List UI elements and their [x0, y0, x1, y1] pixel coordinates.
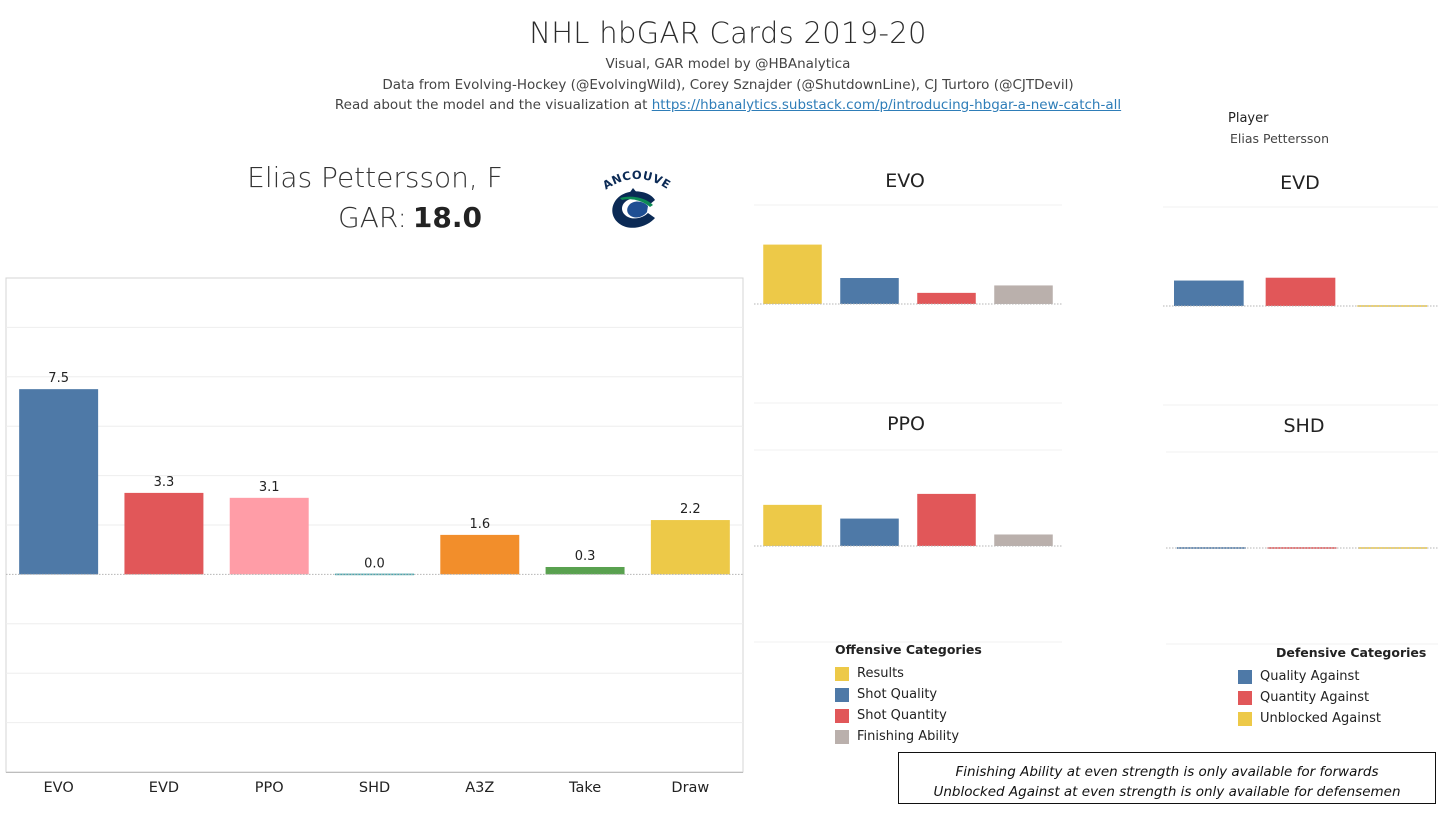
legend-item-quantity-against[interactable]: Quantity Against: [1238, 687, 1426, 708]
legend-label: Shot Quantity: [857, 708, 947, 723]
legend-label: Unblocked Against: [1260, 711, 1381, 726]
data-label-take: 0.3: [575, 549, 596, 564]
data-label-a3z: 1.6: [469, 517, 490, 532]
article-link[interactable]: https://hbanalytics.substack.com/p/intro…: [651, 97, 1122, 113]
team-logo: VANCOUVER: [598, 162, 673, 228]
evo-bar-shot-quality[interactable]: [840, 278, 899, 304]
gar-total: GAR: 18.0: [200, 201, 620, 234]
ppo-breakdown-chart: PPO: [754, 413, 1062, 643]
legend-label: Quality Against: [1260, 669, 1360, 684]
ppo-bar-shot-quality[interactable]: [840, 518, 899, 546]
legend-swatch: [1238, 669, 1252, 684]
availability-note: Finishing Ability at even strength is on…: [898, 752, 1436, 804]
legend-swatch: [835, 687, 849, 702]
evd-bar-quality-against[interactable]: [1174, 280, 1244, 306]
gar-value: 18.0: [412, 201, 482, 234]
data-label-draw: 2.2: [680, 502, 701, 517]
x-tick-label-take: Take: [568, 780, 601, 796]
evd-breakdown-chart: EVD: [1163, 172, 1438, 406]
dashboard-title: NHL hbGAR Cards 2019-20: [529, 16, 927, 50]
bar-take[interactable]: [545, 566, 625, 575]
data-label-evo: 7.5: [48, 371, 69, 386]
x-tick-label-evo: EVO: [44, 780, 74, 796]
gar-components-chart: 7.5 EVO 3.3 EVD 3.1 PPO 0.0 SHD 1.6 A3Z 0.3 Take 2.2…: [5, 277, 744, 796]
ppo-bar-finishing-ability[interactable]: [994, 534, 1053, 546]
legend-swatch: [1238, 690, 1252, 705]
x-tick-label-ppo: PPO: [255, 780, 284, 796]
defensive-categories-legend: Defensive Categories Quality Against Qua…: [1238, 645, 1426, 729]
offensive-categories-legend: Offensive Categories Results Shot Qualit…: [835, 642, 982, 747]
subtitle-credits: Visual, GAR model by @HBAnalytica: [605, 56, 851, 72]
legend-item-finishing-ability[interactable]: Finishing Ability: [835, 726, 982, 747]
x-tick-label-shd: SHD: [359, 780, 390, 796]
legend-swatch: [835, 708, 849, 723]
shd-breakdown-chart: SHD: [1166, 415, 1438, 645]
subtitle-data-sources: Data from Evolving-Hockey (@EvolvingWild…: [382, 77, 1074, 93]
legend-swatch: [1238, 711, 1252, 726]
data-label-ppo: 3.1: [259, 480, 280, 495]
defensive-legend-title: Defensive Categories: [1276, 645, 1427, 660]
evo-breakdown-chart: EVO: [754, 170, 1062, 404]
player-name: Elias Pettersson, F: [247, 161, 503, 194]
legend-label: Results: [857, 666, 904, 681]
legend-item-results[interactable]: Results: [835, 663, 982, 684]
offensive-legend-title: Offensive Categories: [835, 642, 982, 657]
bar-evo[interactable]: [19, 389, 99, 575]
bar-a3z[interactable]: [440, 534, 520, 575]
note-forwards: Finishing Ability at even strength is on…: [955, 764, 1379, 780]
ppo-bar-shot-quantity[interactable]: [917, 493, 976, 546]
ppo-chart-title: PPO: [887, 413, 925, 435]
legend-label: Finishing Ability: [857, 729, 960, 744]
legend-item-quality-against[interactable]: Quality Against: [1238, 666, 1426, 687]
data-label-shd: 0.0: [364, 556, 385, 571]
evo-bar-results[interactable]: [763, 244, 822, 304]
x-tick-label-a3z: A3Z: [465, 780, 494, 796]
legend-swatch: [835, 666, 849, 681]
ppo-bar-results[interactable]: [763, 504, 822, 546]
x-tick-label-evd: EVD: [149, 780, 179, 796]
evo-bar-finishing-ability[interactable]: [994, 285, 1053, 304]
note-defensemen: Unblocked Against at even strength is on…: [933, 784, 1401, 800]
legend-item-shot-quantity[interactable]: Shot Quantity: [835, 705, 982, 726]
legend-label: Shot Quality: [857, 687, 938, 702]
logo-wordmark: VANCOUVER: [598, 162, 673, 192]
x-tick-label-draw: Draw: [671, 780, 709, 796]
player-filter-label: Player: [1228, 111, 1269, 126]
shd-bar-unblocked-against[interactable]: [1358, 547, 1428, 549]
evd-bar-quantity-against[interactable]: [1265, 277, 1336, 306]
legend-label: Quantity Against: [1260, 690, 1370, 705]
bar-draw[interactable]: [650, 520, 730, 575]
evo-chart-title: EVO: [885, 170, 925, 192]
legend-item-shot-quality[interactable]: Shot Quality: [835, 684, 982, 705]
shd-chart-title: SHD: [1284, 415, 1325, 437]
player-filter-value[interactable]: Elias Pettersson: [1230, 131, 1329, 146]
legend-swatch: [835, 729, 849, 744]
bar-ppo[interactable]: [229, 497, 309, 575]
evd-chart-title: EVD: [1280, 172, 1320, 194]
evo-bar-shot-quantity[interactable]: [917, 292, 976, 304]
gar-label: GAR:: [338, 201, 407, 234]
subtitle-read-more: Read about the model and the visualizati…: [0, 97, 1456, 113]
data-label-evd: 3.3: [154, 475, 175, 490]
bar-evd[interactable]: [124, 492, 204, 575]
legend-item-unblocked-against[interactable]: Unblocked Against: [1238, 708, 1426, 729]
bar-shd[interactable]: [335, 573, 414, 576]
read-more-text: Read about the model and the visualizati…: [334, 97, 652, 113]
